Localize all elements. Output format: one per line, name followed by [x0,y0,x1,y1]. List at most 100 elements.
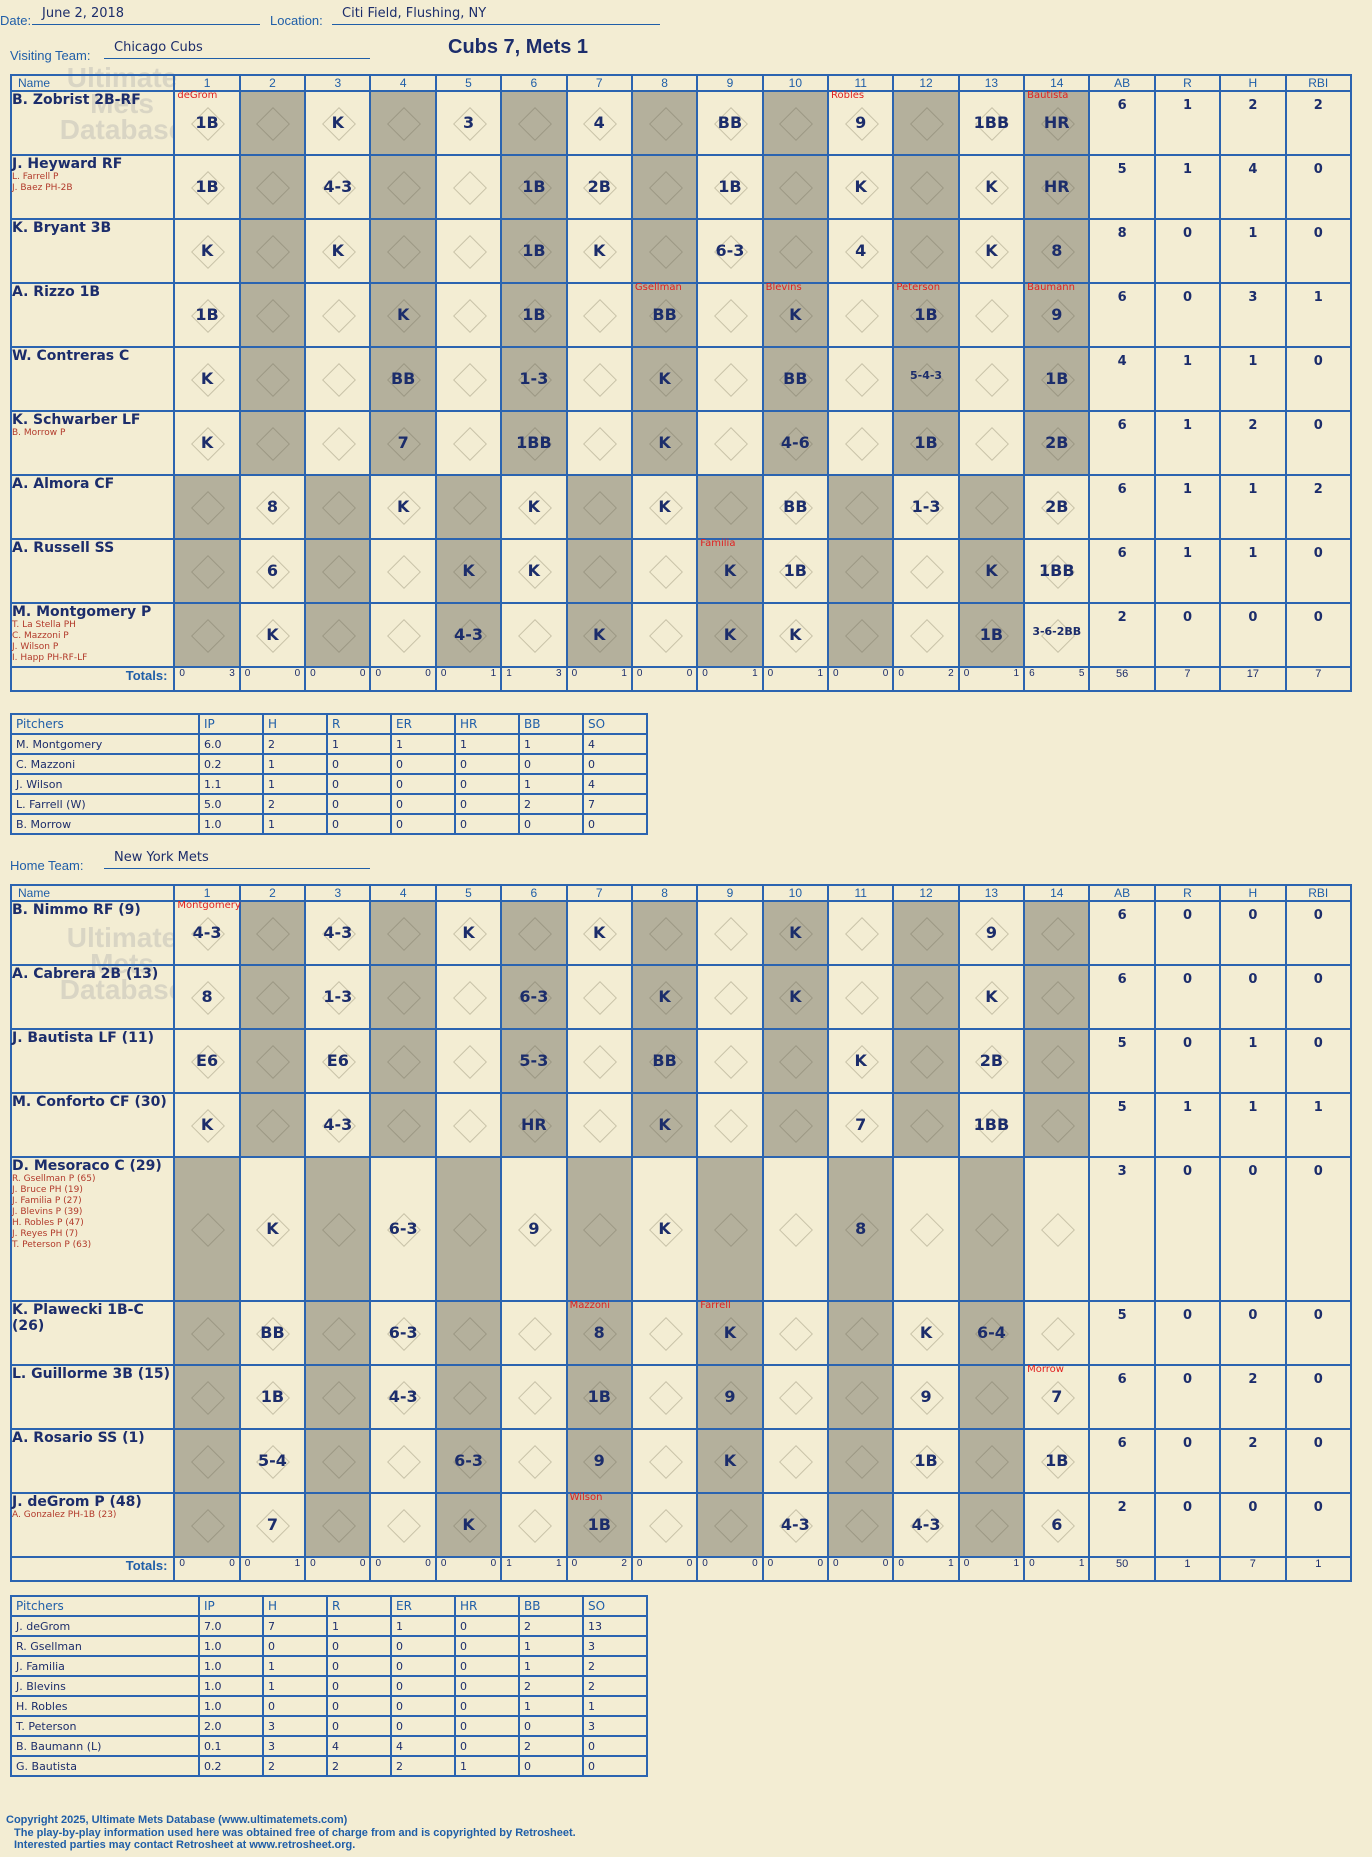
stat-value: 6 [1117,546,1127,561]
totals-stat: 50 [1115,1558,1129,1570]
inning-cell [761,1092,830,1158]
pitcher-stat: 1.0 [198,1655,264,1677]
col-header: 13 [957,74,1026,92]
pitcher-name: J. deGrom [10,1615,200,1637]
play-result: 7 [397,433,409,452]
play-result: 1B [260,1387,285,1406]
base-diamond [975,1509,1010,1543]
inning-cell: 9 [957,900,1026,966]
base-diamond [452,171,487,205]
base-diamond [975,299,1010,333]
batter-row: J. Heyward RF L. Farrell P J. Baez PH-2B 1B… [9,154,1353,220]
substitute-name: J. Wilson P [12,642,59,652]
inning-cell: 8 [238,474,307,540]
totals-runs: 1 [506,668,512,679]
stat-value: 0 [1182,1164,1192,1179]
inning-cell [957,1428,1026,1494]
stat-r: 0 [1153,1492,1222,1558]
inning-cell [173,1492,241,1558]
pitcher-stat: 4 [582,773,648,795]
inning-cell [892,218,960,284]
inning-cell: K [957,538,1026,604]
batter-row: A. Rizzo 1B 1B K 1B BB Gsellman K Blevins 1B Pete… [9,282,1353,348]
inning-cell [173,538,241,604]
play-result: 4-3 [454,625,483,644]
play-result: K [985,561,998,580]
batter-name-cell: L. Guillorme 3B (15) [9,1364,176,1430]
play-result: BB [260,1323,285,1342]
play-result: 4 [855,241,867,260]
base-diamond [321,363,356,397]
home-scoresheet: Name 1 2 3 4 5 6 7 8 9 10 11 12 13 14 AB R H RBI B. Nimmo R… [9,884,1353,1582]
play-result: 6 [266,561,279,580]
stat-value: 0 [1313,1436,1323,1451]
pitcher-stat: 3 [262,1715,328,1737]
batter-name-cell: M. Montgomery P T. La Stella PH C. Mazzoni… [9,602,176,668]
play-result: 2B [979,1051,1004,1070]
pitcher-name: M. Montgomery [10,733,200,755]
play-result: K [658,987,671,1006]
totals-hits: 0 [490,1558,497,1569]
stat-rbi: 1 [1284,282,1353,348]
location-label: Location: [270,13,323,28]
totals-hits: 3 [229,668,235,679]
inning-cell [369,1492,437,1558]
inning-cell [369,964,437,1030]
stat-rbi: 0 [1284,602,1353,668]
pitcher-stat: 1 [518,1635,584,1657]
stat-rbi: 0 [1284,538,1353,604]
stat-value: 5 [1117,1100,1127,1115]
totals-runs: 0 [898,668,904,679]
batter-name-cell: A. Rosario SS (1) [9,1428,176,1494]
base-diamond [321,555,356,589]
pitcher-stat: 0 [390,793,456,815]
stat-value: 0 [1182,1036,1192,1051]
inning-cell: K [630,474,699,540]
batter-name: M. Conforto CF (30) [12,1094,167,1110]
inning-cell [696,410,764,476]
inning-cell [630,1300,699,1366]
inning-cell [761,154,830,220]
batter-row: D. Mesoraco C (29) R. Gsellman P (65) J. B… [9,1156,1353,1302]
col-header: 3 [304,74,372,92]
col-header: Name [9,884,176,902]
col-header: 10 [761,884,830,902]
base-diamond [191,619,226,653]
inning-cell: 5-3 [500,1028,568,1094]
totals-label-cell: Totals: [9,666,176,692]
inning-cell: 1-3 [500,346,568,412]
pitcher-stat: 1 [262,773,328,795]
inning-cell [369,602,437,668]
base-diamond [583,299,618,333]
totals-hits: 1 [817,668,823,679]
stat-h: 3 [1219,282,1287,348]
base-diamond [517,1445,552,1479]
stat-value: 1 [1182,418,1192,433]
play-result: K [658,1219,671,1238]
inning-cell [892,1156,960,1302]
play-result: 4-3 [780,1515,810,1534]
play-result: 1BB [973,113,1010,132]
substitute-name: J. Baez PH-2B [12,183,73,193]
play-result: E6 [326,1051,349,1070]
play-result: K [331,113,344,132]
pitcher-col-header: R [326,713,392,735]
pitcher-stat: 1 [582,1695,648,1717]
base-diamond [975,491,1010,525]
game-title: Cubs 7, Mets 1 [448,36,589,58]
play-result: 8 [266,497,279,516]
play-result: BB [783,369,808,388]
inning-cell: 5-4 [238,1428,307,1494]
batter-name-cell: A. Cabrera 2B (13) [9,964,176,1030]
base-diamond [452,1317,487,1351]
inning-cell [369,1092,437,1158]
batter-name-cell: A. Almora CF [9,474,176,540]
stat-rbi: 0 [1284,900,1353,966]
base-diamond [256,917,291,951]
retrosheet-notice: The play-by-play information used here w… [14,1827,576,1839]
base-diamond [713,427,748,461]
inning-cell: 1B [1023,1428,1091,1494]
